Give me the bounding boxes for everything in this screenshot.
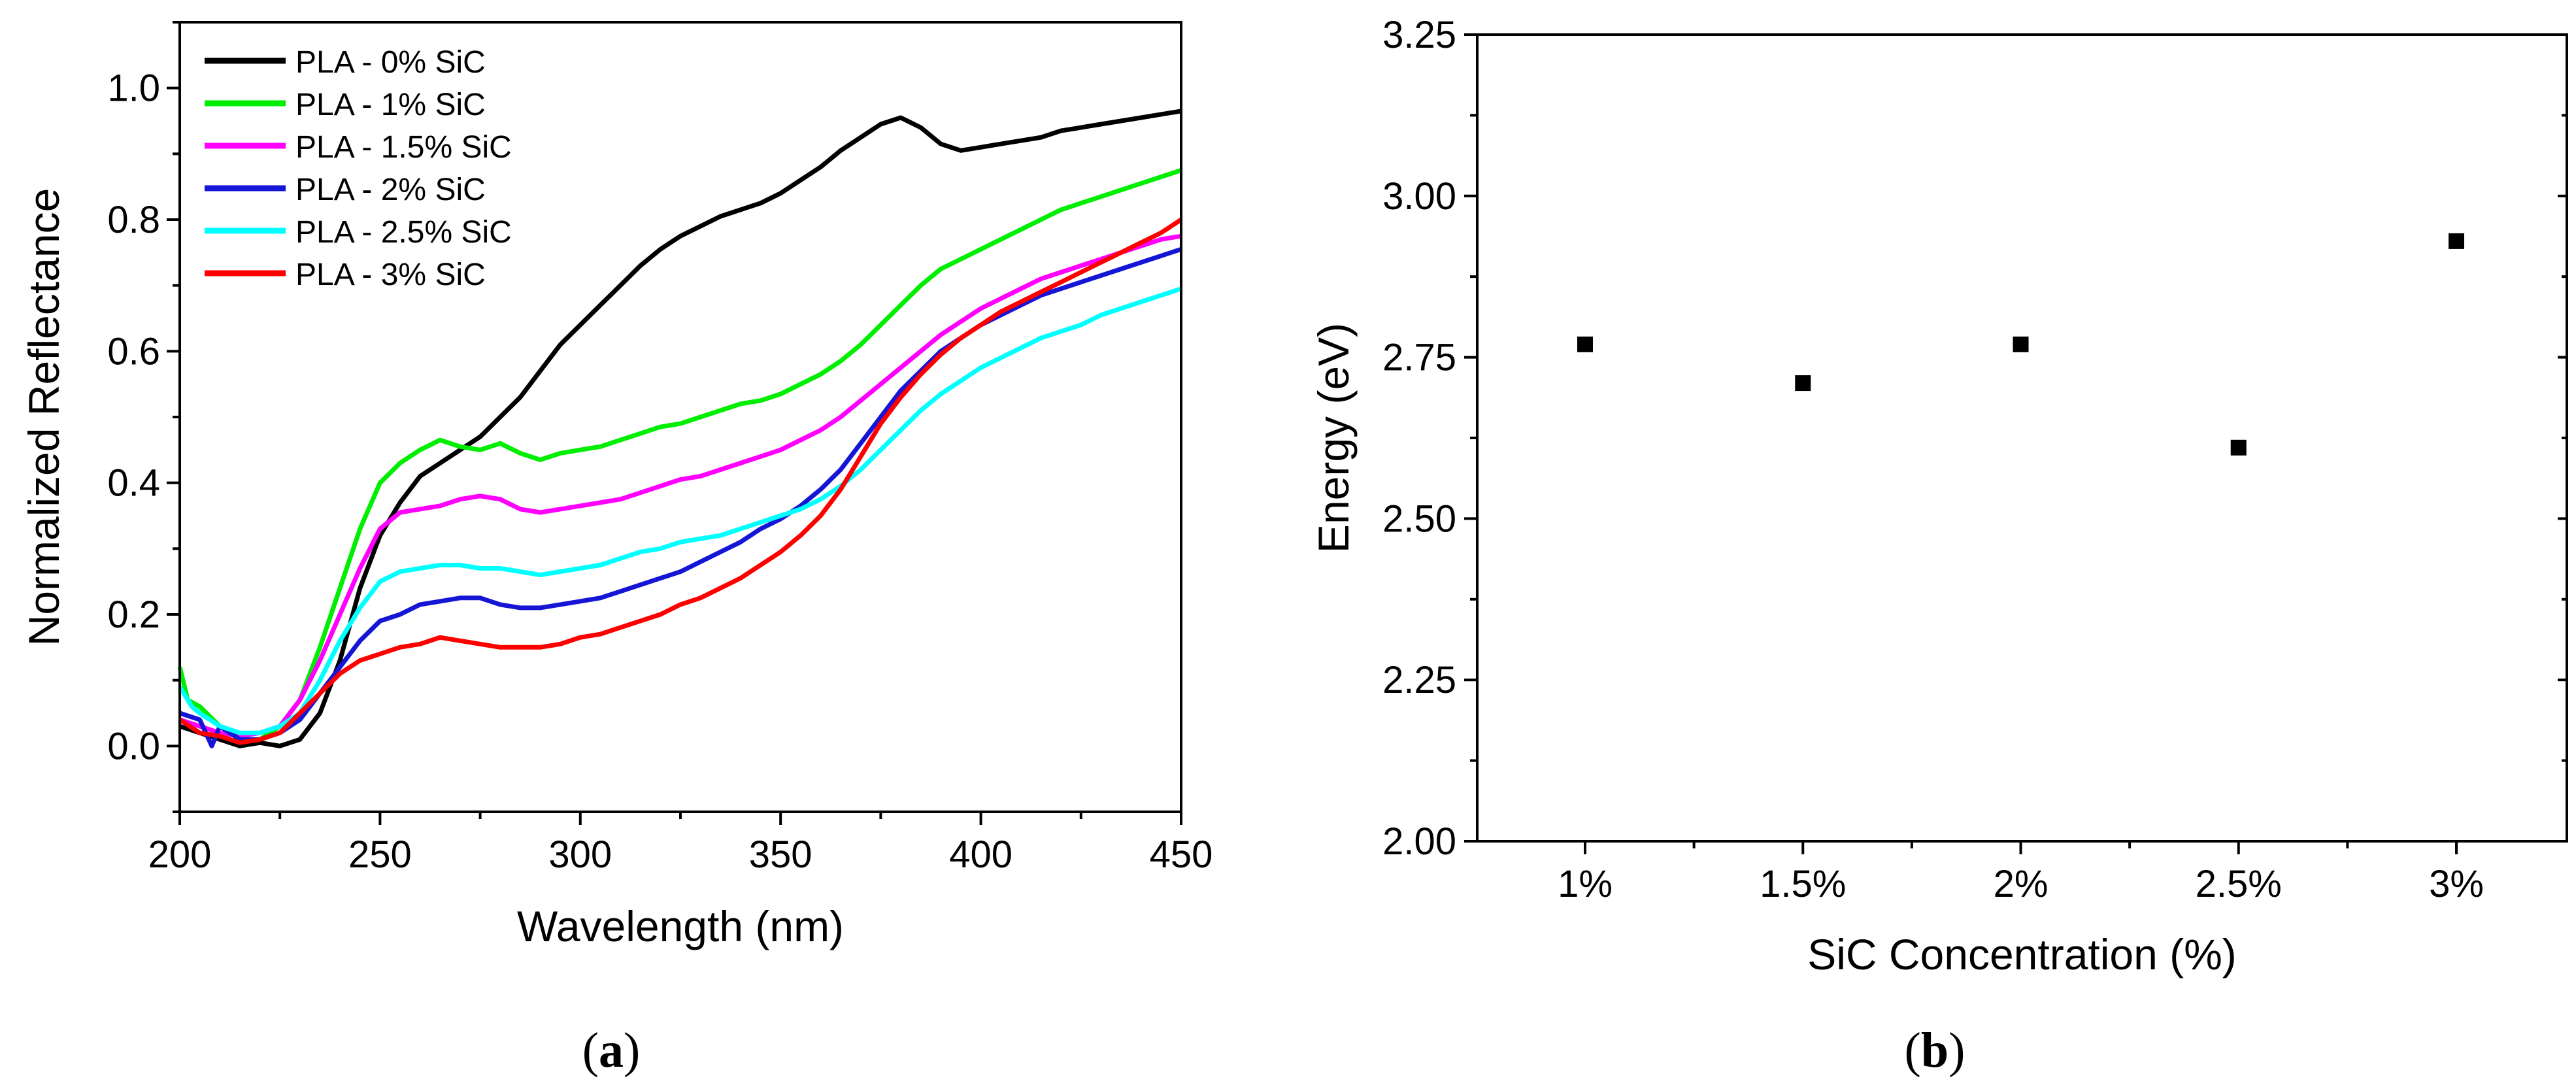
panel-b-x-axis-label: SiC Concentration (%) xyxy=(1807,930,2237,978)
data-point-1pct xyxy=(1577,336,1593,352)
series-line-4 xyxy=(178,286,1182,735)
panel-b-caption: (b) xyxy=(1905,1023,1965,1078)
series-line-0 xyxy=(178,109,1182,748)
y-tick-label: 2.25 xyxy=(1382,659,1456,701)
y-tick-label: 1.0 xyxy=(107,67,160,110)
y-tick-label: 0.2 xyxy=(107,594,160,636)
y-tick-label: 2.50 xyxy=(1382,497,1456,540)
panel-b-y-axis-label: Energy (eV) xyxy=(1309,323,1358,553)
panel-a-caption: (a) xyxy=(582,1023,641,1078)
series-line-3 xyxy=(178,246,1182,748)
x-tick-label: 350 xyxy=(749,833,812,876)
legend-label-5: PLA - 3% SiC xyxy=(295,258,486,292)
y-tick-label: 3.00 xyxy=(1382,175,1456,218)
y-tick-label: 0.8 xyxy=(107,199,160,241)
panel-b-ticks: 1% 1.5% 2% 2.5% 3% 2.00 2.25 2.50 2.75 3.00 3.25 xyxy=(1382,14,2567,905)
chart-panel-b: 1% 1.5% 2% 2.5% 3% 2.00 2.25 2.50 2.75 3.00 3.25 S… xyxy=(1309,14,2568,1078)
x-tick-label: 250 xyxy=(348,833,412,876)
series-line-2 xyxy=(178,233,1182,739)
panel-a-ticks: 200 250 300 350 400 450 0.0 0.2 0.4 0.6 0.8 1.0 xyxy=(107,21,1213,876)
x-tick-label: 1.5% xyxy=(1760,863,1846,905)
panel-a-legend: PLA - 0% SiC PLA - 1% SiC PLA - 1.5% SiC PL… xyxy=(205,45,512,292)
data-point-2pct xyxy=(2013,336,2029,352)
series-line-1 xyxy=(177,168,1182,742)
x-tick-label: 3% xyxy=(2429,863,2484,905)
y-tick-label: 0.0 xyxy=(107,725,160,767)
panel-b-caption-letter: b xyxy=(1921,1023,1949,1078)
legend-label-2: PLA - 1.5% SiC xyxy=(295,130,512,165)
panel-b-data-points xyxy=(1577,233,2464,456)
panel-a-x-axis-label: Wavelength (nm) xyxy=(517,902,844,950)
y-tick-label: 3.25 xyxy=(1382,14,1456,56)
panel-a-y-axis-label: Normalized Reflectance xyxy=(20,188,68,646)
legend-label-0: PLA - 0% SiC xyxy=(295,45,486,80)
x-tick-label: 1% xyxy=(1558,863,1613,905)
data-point-3pct xyxy=(2449,233,2464,249)
y-tick-label: 2.75 xyxy=(1382,337,1456,379)
x-tick-label: 2% xyxy=(1994,863,2049,905)
y-tick-label: 2.00 xyxy=(1382,820,1456,863)
data-point-1-5pct xyxy=(1795,375,1811,392)
legend-label-3: PLA - 2% SiC xyxy=(295,173,486,207)
y-tick-label: 0.4 xyxy=(107,462,160,505)
x-tick-label: 300 xyxy=(548,833,612,876)
x-tick-label: 450 xyxy=(1150,833,1213,876)
series-line-5 xyxy=(178,218,1182,745)
reflectance-series-group xyxy=(177,109,1182,748)
legend-label-1: PLA - 1% SiC xyxy=(295,88,486,122)
x-tick-label: 2.5% xyxy=(2196,863,2282,905)
panel-a-caption-letter: a xyxy=(599,1023,624,1078)
legend-label-4: PLA - 2.5% SiC xyxy=(295,215,512,250)
y-tick-label: 0.6 xyxy=(107,330,160,373)
x-tick-label: 200 xyxy=(148,833,212,876)
data-point-2-5pct xyxy=(2230,439,2247,456)
chart-panel-a: 200 250 300 350 400 450 0.0 0.2 0.4 0.6 0.8 1.0 PLA… xyxy=(20,21,1213,1078)
x-tick-label: 400 xyxy=(949,833,1012,876)
